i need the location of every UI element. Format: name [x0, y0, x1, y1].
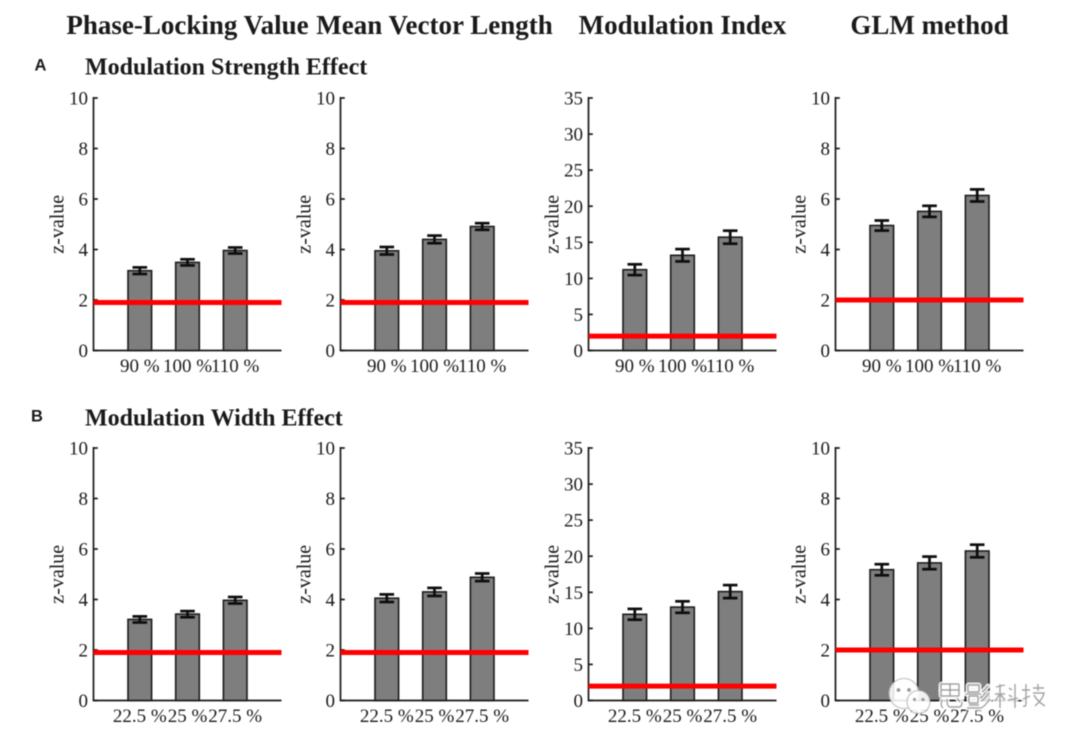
- svg-text:27.5 %: 27.5 %: [950, 706, 1004, 727]
- svg-text:z-value: z-value: [46, 545, 68, 604]
- svg-text:15: 15: [564, 233, 583, 254]
- svg-text:6: 6: [79, 540, 89, 561]
- svg-text:6: 6: [821, 540, 831, 561]
- svg-text:Modulation Index: Modulation Index: [579, 10, 787, 40]
- svg-text:22.5 %: 22.5 %: [113, 706, 167, 727]
- svg-text:10: 10: [564, 619, 583, 640]
- svg-text:z-value: z-value: [541, 195, 563, 254]
- svg-text:100 %: 100 %: [658, 356, 707, 377]
- svg-text:27.5 %: 27.5 %: [208, 706, 262, 727]
- svg-text:z-value: z-value: [293, 545, 315, 604]
- svg-text:5: 5: [574, 305, 584, 326]
- svg-text:100 %: 100 %: [163, 356, 212, 377]
- svg-text:100 %: 100 %: [905, 356, 954, 377]
- svg-text:A: A: [35, 57, 47, 75]
- svg-text:0: 0: [574, 341, 584, 362]
- svg-text:0: 0: [79, 691, 89, 712]
- svg-text:27.5 %: 27.5 %: [703, 706, 757, 727]
- svg-text:4: 4: [79, 240, 89, 261]
- svg-text:8: 8: [821, 489, 831, 510]
- svg-text:0: 0: [79, 341, 89, 362]
- svg-text:Modulation Width Effect: Modulation Width Effect: [85, 406, 343, 432]
- svg-text:z-value: z-value: [541, 545, 563, 604]
- svg-text:10: 10: [811, 89, 830, 110]
- svg-text:8: 8: [79, 489, 89, 510]
- svg-text:10: 10: [69, 89, 88, 110]
- svg-text:0: 0: [821, 691, 831, 712]
- svg-text:z-value: z-value: [788, 545, 810, 604]
- svg-text:z-value: z-value: [293, 195, 315, 254]
- svg-text:GLM method: GLM method: [850, 10, 1008, 40]
- svg-text:2: 2: [326, 291, 336, 312]
- svg-text:10: 10: [564, 269, 583, 290]
- svg-text:22.5 %: 22.5 %: [608, 706, 662, 727]
- svg-text:30: 30: [564, 125, 583, 146]
- svg-text:110 %: 110 %: [211, 356, 260, 377]
- svg-text:25 %: 25 %: [415, 706, 455, 727]
- svg-text:90 %: 90 %: [862, 356, 902, 377]
- svg-text:25 %: 25 %: [663, 706, 703, 727]
- svg-text:4: 4: [326, 240, 336, 261]
- svg-text:27.5 %: 27.5 %: [455, 706, 509, 727]
- svg-text:10: 10: [69, 439, 88, 460]
- svg-text:20: 20: [564, 547, 583, 568]
- svg-text:4: 4: [326, 590, 336, 611]
- svg-text:22.5 %: 22.5 %: [360, 706, 414, 727]
- svg-text:B: B: [31, 408, 43, 426]
- svg-text:z-value: z-value: [788, 195, 810, 254]
- svg-text:25: 25: [564, 161, 583, 182]
- svg-text:20: 20: [564, 197, 583, 218]
- svg-text:6: 6: [821, 190, 831, 211]
- svg-text:25 %: 25 %: [168, 706, 208, 727]
- svg-text:z-value: z-value: [46, 195, 68, 254]
- svg-text:110 %: 110 %: [953, 356, 1002, 377]
- svg-text:8: 8: [821, 139, 831, 160]
- svg-text:2: 2: [79, 291, 89, 312]
- svg-text:10: 10: [811, 439, 830, 460]
- svg-text:5: 5: [574, 655, 584, 676]
- svg-text:100 %: 100 %: [410, 356, 459, 377]
- svg-text:0: 0: [326, 341, 336, 362]
- svg-text:Phase-Locking Value: Phase-Locking Value: [66, 10, 308, 40]
- svg-text:90 %: 90 %: [367, 356, 407, 377]
- svg-text:35: 35: [564, 89, 583, 110]
- svg-text:Mean Vector Length: Mean Vector Length: [316, 10, 553, 40]
- svg-text:30: 30: [564, 475, 583, 496]
- svg-text:0: 0: [574, 691, 584, 712]
- svg-text:10: 10: [316, 89, 335, 110]
- svg-text:6: 6: [79, 190, 89, 211]
- svg-text:0: 0: [821, 341, 831, 362]
- svg-text:8: 8: [79, 139, 89, 160]
- svg-text:0: 0: [326, 691, 336, 712]
- svg-text:2: 2: [79, 641, 89, 662]
- svg-text:22.5 %: 22.5 %: [855, 706, 909, 727]
- svg-text:8: 8: [326, 139, 336, 160]
- svg-text:8: 8: [326, 489, 336, 510]
- svg-text:6: 6: [326, 190, 336, 211]
- svg-text:2: 2: [821, 641, 831, 662]
- svg-text:Modulation Strength Effect: Modulation Strength Effect: [85, 55, 367, 81]
- svg-text:4: 4: [79, 590, 89, 611]
- svg-text:90 %: 90 %: [615, 356, 655, 377]
- svg-text:6: 6: [326, 540, 336, 561]
- svg-text:2: 2: [326, 641, 336, 662]
- svg-text:15: 15: [564, 583, 583, 604]
- svg-text:35: 35: [564, 439, 583, 460]
- svg-text:90 %: 90 %: [120, 356, 160, 377]
- svg-text:4: 4: [821, 590, 831, 611]
- svg-text:10: 10: [316, 439, 335, 460]
- svg-text:110 %: 110 %: [706, 356, 755, 377]
- svg-text:2: 2: [821, 291, 831, 312]
- svg-text:25: 25: [564, 511, 583, 532]
- svg-text:4: 4: [821, 240, 831, 261]
- svg-text:110 %: 110 %: [458, 356, 507, 377]
